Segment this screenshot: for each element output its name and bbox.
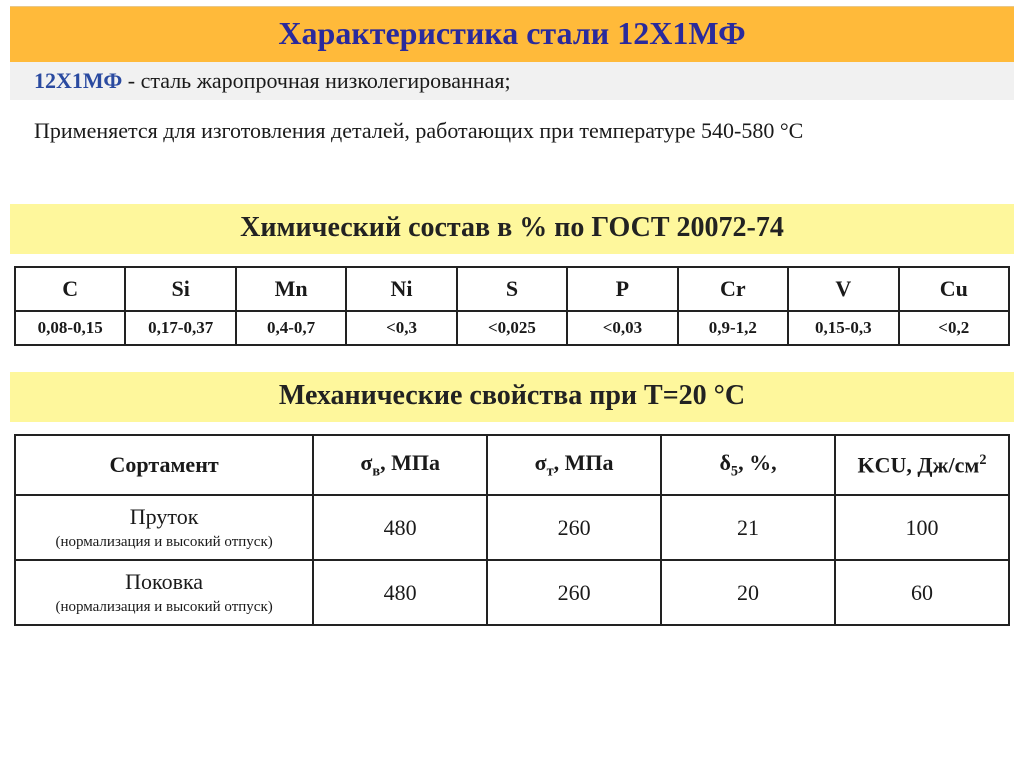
mech-col-header: δ5, %,: [661, 435, 835, 495]
mech-heading-text: Механические свойства при Т=20 °С: [10, 380, 1014, 412]
chem-section-heading: Химический состав в % по ГОСТ 20072-74: [10, 204, 1014, 254]
page-title: Характеристика стали 12Х1МФ: [10, 15, 1014, 52]
chem-composition-table: CSiMnNiSPCrVCu 0,08-0,150,17-0,370,4-0,7…: [14, 266, 1010, 346]
table-row: Пруток (нормализация и высокий отпуск) 480…: [15, 495, 1009, 560]
chem-col-header: C: [15, 267, 125, 311]
steel-definition-rest: - сталь жаропрочная низколегированная;: [122, 68, 510, 93]
product-name: Поковка: [22, 569, 306, 595]
chem-cell: 0,9-1,2: [678, 311, 788, 345]
mech-col-header: KCU, Дж/см2: [835, 435, 1009, 495]
title-bar: Характеристика стали 12Х1МФ: [10, 6, 1014, 62]
mech-cell: 21: [661, 495, 835, 560]
product-cell: Пруток (нормализация и высокий отпуск): [15, 495, 313, 560]
chem-heading-text: Химический состав в % по ГОСТ 20072-74: [10, 212, 1014, 244]
product-note: (нормализация и высокий отпуск): [22, 534, 306, 551]
steel-grade-mark: 12Х1МФ: [34, 68, 122, 93]
usage-text: Применяется для изготовления деталей, ра…: [34, 118, 1014, 144]
chem-cell: 0,15-0,3: [788, 311, 898, 345]
chem-col-header: Cu: [899, 267, 1010, 311]
mech-cell: 100: [835, 495, 1009, 560]
chem-cell: <0,3: [346, 311, 456, 345]
chem-col-header: V: [788, 267, 898, 311]
mech-col-header: σв, МПа: [313, 435, 487, 495]
mech-cell: 60: [835, 560, 1009, 625]
table-row: Поковка (нормализация и высокий отпуск) 48…: [15, 560, 1009, 625]
mech-cell: 260: [487, 560, 661, 625]
mech-section-heading: Механические свойства при Т=20 °С: [10, 372, 1014, 422]
steel-definition: 12Х1МФ - сталь жаропрочная низколегирова…: [34, 68, 990, 94]
mech-cell: 480: [313, 560, 487, 625]
chem-col-header: P: [567, 267, 677, 311]
mech-cell: 20: [661, 560, 835, 625]
mech-col-header: Сортамент: [15, 435, 313, 495]
chem-cell: 0,4-0,7: [236, 311, 346, 345]
subtitle-band: 12Х1МФ - сталь жаропрочная низколегирова…: [10, 62, 1014, 100]
chem-col-header: Ni: [346, 267, 456, 311]
mech-col-header: σт, МПа: [487, 435, 661, 495]
chem-col-header: Cr: [678, 267, 788, 311]
chem-col-header: Si: [125, 267, 235, 311]
product-note: (нормализация и высокий отпуск): [22, 599, 306, 616]
chem-cell: <0,2: [899, 311, 1010, 345]
product-cell: Поковка (нормализация и высокий отпуск): [15, 560, 313, 625]
mech-cell: 480: [313, 495, 487, 560]
mech-cell: 260: [487, 495, 661, 560]
chem-col-header: Mn: [236, 267, 346, 311]
chem-cell: <0,025: [457, 311, 567, 345]
chem-cell: 0,17-0,37: [125, 311, 235, 345]
mech-properties-table: Сортаментσв, МПаσт, МПаδ5, %,KCU, Дж/см2…: [14, 434, 1010, 626]
chem-col-header: S: [457, 267, 567, 311]
product-name: Пруток: [22, 504, 306, 530]
chem-cell: 0,08-0,15: [15, 311, 125, 345]
chem-cell: <0,03: [567, 311, 677, 345]
